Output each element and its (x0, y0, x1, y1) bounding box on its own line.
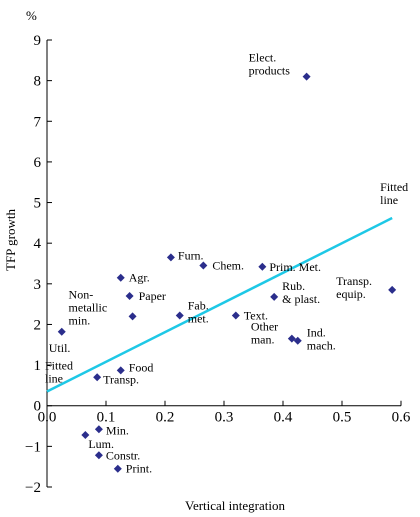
y-tick-label: 8 (34, 74, 42, 90)
data-point (166, 253, 175, 262)
data-point (116, 366, 125, 375)
point-label: Text. (244, 309, 268, 323)
y-tick-label: 6 (34, 155, 42, 171)
point-label: Transp. (103, 372, 139, 386)
point-label: Transp. equip. (336, 274, 372, 301)
fitted-line-layer (46, 216, 393, 393)
data-point (231, 311, 240, 320)
fitted-line-annotation: Fitted line (380, 180, 408, 207)
point-label: Ind. mach. (307, 326, 336, 353)
y-axis-title: TFP growth (3, 209, 18, 271)
point-label: Prim. Met. (269, 260, 321, 274)
x-tick-label: 0.4 (274, 410, 293, 426)
point-label: Elect. products (249, 51, 291, 78)
point-label: Util. (49, 341, 71, 355)
point-label: Min. (106, 423, 129, 437)
y-tick-label: 4 (34, 236, 42, 252)
fitted-line (46, 216, 393, 393)
data-point (94, 451, 103, 460)
data-point (270, 292, 279, 301)
data-point (175, 311, 184, 320)
data-point (293, 336, 302, 345)
fitted-line-annotation: Fitted line (45, 359, 73, 386)
y-tick-label: −2 (25, 480, 41, 496)
point-label: Chem. (212, 259, 244, 273)
data-point (388, 285, 397, 294)
x-tick-label: 0.6 (392, 410, 411, 426)
point-label: Food (129, 360, 154, 374)
point-label: Fab. met. (188, 299, 209, 326)
data-point (57, 327, 66, 336)
x-axis-title: Vertical integration (185, 498, 285, 513)
labels-layer: Elect. products Furn. Chem. Prim. Met. Agr. Pa… (45, 51, 408, 476)
x-tick-label: 0.1 (97, 410, 116, 426)
point-label: Non-metallic min. (69, 287, 108, 327)
y-tick-label: 3 (34, 277, 42, 293)
axes-layer: −2 −1 0 1 2 3 4 5 6 7 8 9 0.0 0.1 0.2 0.3 0.4 0.5 0.6 (25, 33, 411, 496)
y-tick-label: 7 (34, 114, 42, 130)
point-label: Constr. (106, 448, 140, 462)
y-tick-label: 1 (34, 358, 42, 374)
y-tick-label: 5 (34, 196, 42, 212)
x-tick-label: 0.0 (38, 410, 57, 426)
data-point (302, 72, 311, 81)
point-label: Other man. (251, 320, 278, 347)
data-point (94, 425, 103, 434)
data-point (128, 312, 137, 321)
data-point (81, 430, 90, 439)
data-point (93, 373, 102, 382)
data-point (199, 261, 208, 270)
point-label: Agr. (129, 271, 150, 285)
y-tick-label: 2 (34, 317, 42, 333)
unit-label: % (26, 8, 37, 23)
point-label: Print. (126, 462, 152, 476)
data-point (125, 292, 134, 301)
x-tick-label: 0.5 (333, 410, 352, 426)
data-point (113, 464, 122, 473)
data-point (258, 262, 267, 271)
point-label: Furn. (178, 248, 204, 262)
y-tick-label: −1 (25, 439, 41, 455)
x-tick-label: 0.2 (156, 410, 175, 426)
x-tick-label: 0.3 (215, 410, 234, 426)
data-point (116, 273, 125, 282)
point-label: Paper (139, 289, 166, 303)
point-label: Rub. & plast. (282, 279, 320, 306)
y-tick-label: 9 (34, 33, 42, 49)
point-label: Lum. (88, 437, 114, 451)
points-layer (57, 72, 397, 473)
y-tick-label: 0 (34, 399, 42, 415)
